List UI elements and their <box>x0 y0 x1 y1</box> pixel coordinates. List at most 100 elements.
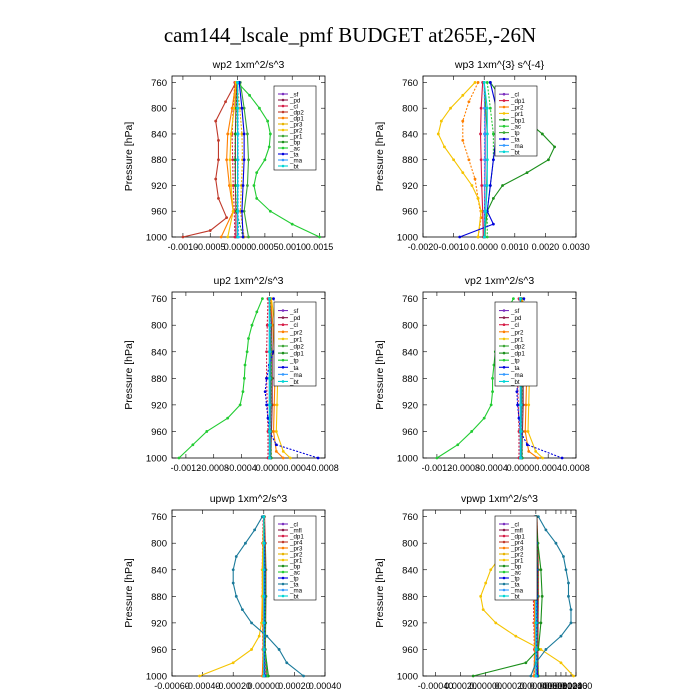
x-tick-label: 0.00160 <box>560 681 593 691</box>
data-point <box>452 158 455 162</box>
data-point <box>318 235 321 239</box>
chart-panel-3: up2 1xm^2/s^3 Pressure [hPa] 760 800 840 880 9… <box>123 275 339 473</box>
legend-marker <box>281 380 285 383</box>
legend-marker <box>281 570 285 574</box>
data-point <box>233 158 237 162</box>
data-point <box>231 184 235 187</box>
x-tick-label: -0.00040 <box>185 681 221 691</box>
legend-label: _pr2 <box>510 329 524 336</box>
data-point <box>217 139 220 142</box>
data-point <box>489 568 493 572</box>
data-point <box>247 158 250 162</box>
plot-frame <box>422 291 577 459</box>
data-point <box>260 621 263 625</box>
data-point <box>491 222 495 226</box>
legend-marker <box>502 540 506 544</box>
legend-marker <box>502 365 506 369</box>
legend-box <box>273 301 317 387</box>
legend-label: _dp1 <box>510 351 525 358</box>
data-point <box>217 158 220 162</box>
legend-box <box>494 301 538 387</box>
data-point <box>177 456 181 460</box>
y-tick-label: 1000 <box>146 233 167 244</box>
data-point <box>544 528 548 532</box>
series-line <box>199 516 265 677</box>
y-tick-label: 800 <box>151 539 167 550</box>
series-bt <box>236 81 239 239</box>
data-point <box>219 235 223 239</box>
legend-marker <box>281 98 285 102</box>
plot-frame <box>422 509 577 677</box>
series-bt <box>482 81 489 239</box>
data-point <box>476 196 480 200</box>
legend-label: _bp1 <box>510 117 525 124</box>
chart-panel-2: wp3 1xm^{3} s^{-4} Pressure [hPa] 760 800 84… <box>374 59 590 252</box>
data-point <box>268 209 272 213</box>
data-point <box>524 661 528 665</box>
data-point <box>482 235 486 239</box>
data-point <box>271 323 275 327</box>
data-point <box>231 158 235 162</box>
series-line <box>462 82 482 238</box>
data-point <box>198 674 201 678</box>
x-tick-label: 0.00000 <box>469 681 502 691</box>
y-tick-label: 840 <box>402 347 418 358</box>
data-point <box>205 430 209 433</box>
data-point <box>536 515 540 519</box>
data-point <box>302 674 305 678</box>
legend-marker <box>502 558 506 562</box>
y-tick-label: 920 <box>151 400 167 411</box>
legend-label: _pr1 <box>510 558 524 565</box>
x-tick-label: -0.0004 <box>226 463 257 473</box>
chart-panel-5: upwp 1xm^2/s^3 Pressure [hPa] 760 800 840 880… <box>123 493 341 691</box>
legend-label: _ma <box>510 372 524 379</box>
chart-panel-4: vp2 1xm^2/s^3 Pressure [hPa] 760 800 840 880 9… <box>374 275 590 473</box>
data-point <box>248 93 251 97</box>
legend-label: _cl <box>510 522 519 529</box>
series-ta <box>458 81 498 239</box>
data-point <box>236 184 239 187</box>
legend-marker <box>502 380 506 383</box>
legend-marker <box>502 582 506 586</box>
legend-marker <box>502 337 506 341</box>
data-point <box>467 100 471 104</box>
plot-frame <box>171 291 326 459</box>
data-point <box>265 634 269 638</box>
legend-marker <box>281 576 285 580</box>
legend-marker <box>502 528 506 532</box>
data-point <box>518 297 522 301</box>
data-point <box>562 555 565 558</box>
legend-marker <box>281 134 285 138</box>
data-point <box>288 456 292 460</box>
x-tick-label: -0.00060 <box>154 681 190 691</box>
x-tick-label: 0.0010 <box>501 242 529 252</box>
data-point <box>518 430 522 433</box>
legend-marker <box>281 316 285 319</box>
y-tick-label: 800 <box>402 321 418 332</box>
legend-label: _cl <box>510 92 519 99</box>
legend-marker <box>281 351 285 355</box>
legend-marker <box>281 344 285 348</box>
data-point <box>262 674 266 678</box>
legend-label: _cl <box>289 104 298 111</box>
x-tick-label: 0.0004 <box>283 463 311 473</box>
data-point <box>230 106 234 110</box>
x-tick-label: -0.00020 <box>215 681 251 691</box>
data-point <box>482 81 486 84</box>
legend-marker <box>502 344 506 348</box>
y-tick-label: 760 <box>151 78 167 89</box>
legend-marker <box>281 337 285 341</box>
legend-marker <box>281 323 285 327</box>
data-point <box>229 184 233 187</box>
data-point <box>255 196 259 200</box>
data-point <box>267 456 271 460</box>
legend-label: _tp <box>289 576 299 583</box>
data-point <box>253 528 257 532</box>
legend-label: _pr1 <box>510 111 524 118</box>
data-point <box>240 106 244 110</box>
x-tick-label: -0.0012 <box>171 463 202 473</box>
legend-label: _pr3 <box>289 122 303 129</box>
legend-marker <box>502 534 506 538</box>
series-line <box>473 516 543 677</box>
x-tick-label: -0.0008 <box>198 463 229 473</box>
